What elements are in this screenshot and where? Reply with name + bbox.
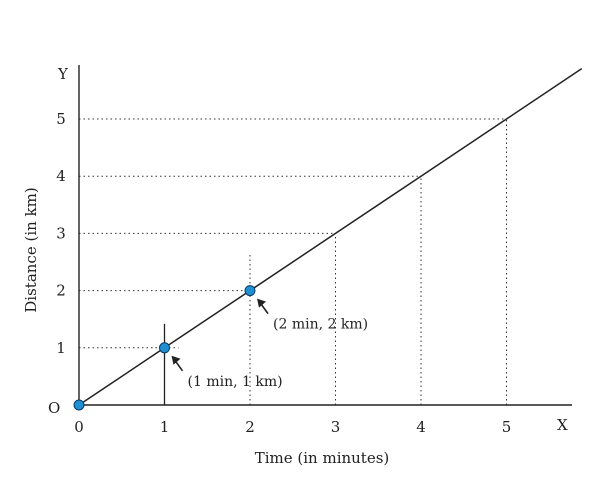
annotation-arrowhead-0 xyxy=(171,355,181,365)
y-tick-label-1: 1 xyxy=(56,339,66,357)
x-tick-label-0: 0 xyxy=(74,418,84,436)
x-axis-title: Time (in minutes) xyxy=(255,449,390,467)
x-axis-letter: X xyxy=(557,416,568,434)
origin-label: O xyxy=(48,399,60,417)
y-axis-letter: Y xyxy=(57,65,69,83)
annotation-label-1: (2 min, 2 km) xyxy=(273,317,368,333)
y-tick-label-5: 5 xyxy=(56,110,66,128)
tick-labels: 0 1 2 3 4 5 1 2 3 4 5 xyxy=(56,110,511,436)
x-tick-label-4: 4 xyxy=(416,418,426,436)
data-point-2 xyxy=(244,285,256,297)
x-tick-label-3: 3 xyxy=(331,418,341,436)
y-tick-label-2: 2 xyxy=(56,282,66,300)
y-axis-title: Distance (in km) xyxy=(22,187,40,312)
annotation-arrowhead-1 xyxy=(257,298,266,308)
y-tick-label-4: 4 xyxy=(56,167,66,185)
x-tick-label-2: 2 xyxy=(245,418,255,436)
annotations: (1 min, 1 km) (2 min, 2 km) xyxy=(171,298,368,390)
annotation-label-0: (1 min, 1 km) xyxy=(188,374,283,390)
y-tick-label-3: 3 xyxy=(56,224,66,242)
x-tick-label-5: 5 xyxy=(502,418,512,436)
data-points xyxy=(73,285,256,411)
data-point-1 xyxy=(159,342,170,354)
axes xyxy=(78,65,572,406)
x-tick-label-1: 1 xyxy=(160,418,170,436)
data-point-0 xyxy=(73,399,85,411)
guide-lines xyxy=(79,118,507,405)
